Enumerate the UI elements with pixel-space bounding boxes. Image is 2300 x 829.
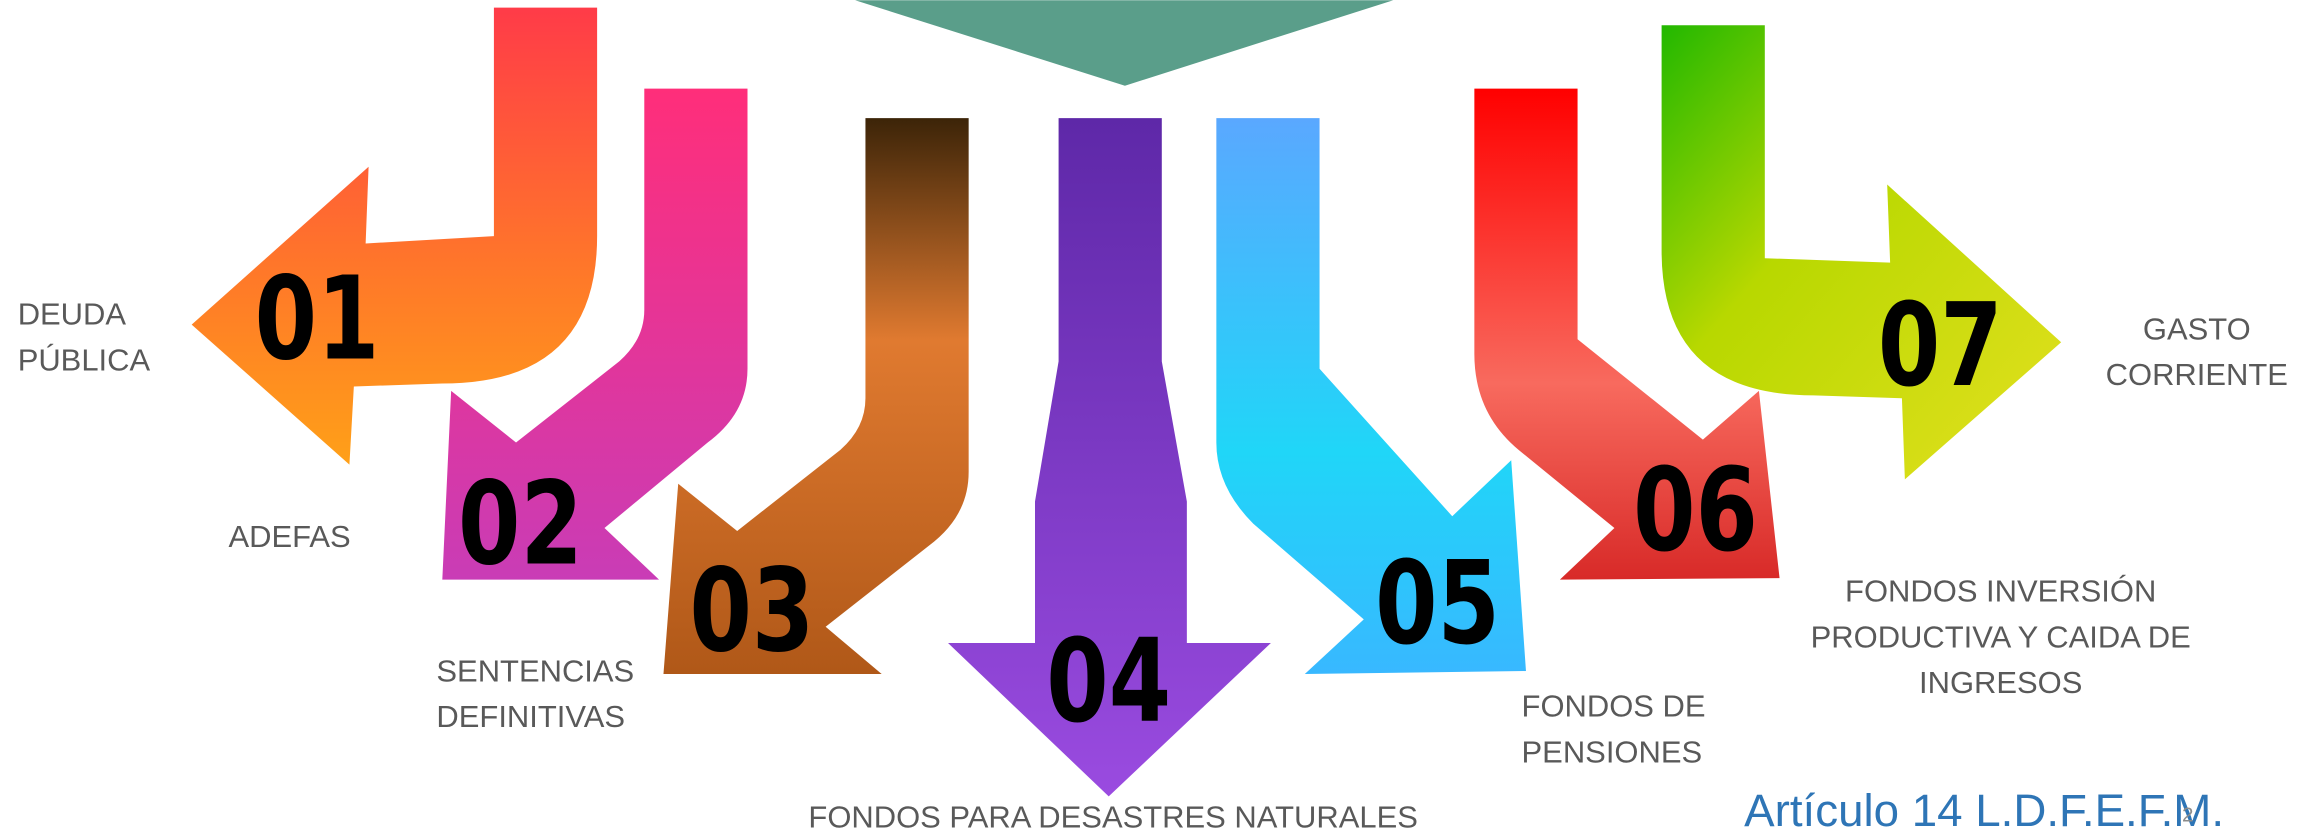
step-label: GASTO (2143, 311, 2251, 346)
step-label: DEUDA (18, 297, 127, 332)
arrow (192, 8, 597, 465)
reference: Artículo 14 L.D.F.E.F.M. (1744, 785, 2224, 829)
page-number: 2 (2182, 803, 2193, 826)
step-label: FONDOS PARA DESASTRES NATURALES (808, 799, 1417, 829)
top-triangle (855, 0, 1393, 86)
step-label: FONDOS DE (1522, 689, 1706, 724)
slide: Artículo 14 L.D.F.E.F.M. 2 01 DEUDA PÚBLIC… (0, 0, 2300, 829)
step-label: PENSIONES (1522, 734, 1703, 769)
step-number: 06 (1633, 444, 1758, 578)
page: Artículo 14 L.D.F.E.F.M. 2 01 DEUDA PÚBLIC… (0, 0, 2300, 829)
step-number: 03 (690, 544, 815, 678)
step-number: 05 (1375, 537, 1500, 671)
step-label: FONDOS INVERSIÓN (1845, 574, 2156, 609)
step-label: CORRIENTE (2106, 357, 2288, 392)
step-label: ADEFAS (229, 519, 351, 554)
step-number: 07 (1878, 279, 2003, 413)
step-number: 01 (255, 253, 380, 387)
step-label: INGRESOS (1919, 665, 2082, 700)
step-label: PRODUCTIVA Y CAIDA DE (1811, 619, 2191, 654)
step-label: DEFINITIVAS (436, 699, 625, 734)
step-label: SENTENCIAS (436, 653, 634, 688)
step-number: 02 (458, 457, 583, 591)
step-number: 04 (1046, 615, 1171, 749)
step-label: PÚBLICA (18, 342, 151, 377)
